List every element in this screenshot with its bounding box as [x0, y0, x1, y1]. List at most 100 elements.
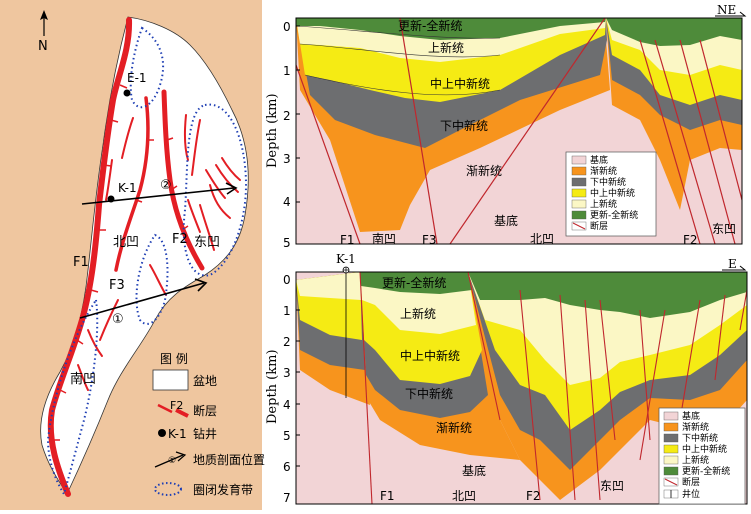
legend-label: 钻井 — [193, 426, 217, 441]
minor-fault — [105, 159, 113, 201]
legend-label: 更新-全新统 — [682, 465, 730, 477]
y-tick: 3 — [283, 152, 291, 166]
fault-line — [296, 64, 361, 244]
section-line-1 — [79, 282, 205, 319]
fault-line — [467, 272, 501, 421]
fault-label: F3 — [422, 233, 437, 247]
fault-line — [654, 39, 716, 244]
fault-line — [584, 299, 601, 501]
stratum-label: 更新-全新统 — [382, 275, 446, 290]
map-panel: E-1 K-1 ② ① 北凹 东凹 南凹 F1 F2 F3 N 图 例 盆地 — [0, 0, 265, 510]
y-tick: 2 — [283, 109, 291, 123]
y-tick: 1 — [283, 64, 291, 78]
section2-faults — [359, 272, 747, 504]
y-axis-label: Depth (km) — [265, 93, 280, 168]
fault-label: F1 — [73, 255, 89, 270]
legend-label: 圈闭发育带 — [193, 482, 253, 497]
stratum-label: 下中新统 — [440, 118, 488, 133]
legend-label: 地质剖面位置 — [193, 452, 265, 467]
y-tick: 2 — [283, 335, 291, 349]
stratum-label: 中上中新统 — [430, 76, 490, 91]
minor-fault — [215, 164, 239, 193]
stratum-label: 基底 — [462, 463, 486, 478]
legend-swatch-basin — [152, 369, 189, 391]
stratum-label: 下中新统 — [405, 386, 453, 401]
fault-f2 — [161, 89, 205, 271]
fault-label: F1 — [380, 489, 395, 503]
direction-label: E — [728, 257, 737, 271]
well-label: E-1 — [127, 71, 147, 85]
minor-fault — [121, 117, 134, 159]
fault-line — [639, 309, 666, 461]
y-tick: 3 — [283, 366, 291, 380]
y-axis-label: Depth (km) — [265, 349, 280, 424]
y-ticks: 0 1 2 3 4 5 6 7 — [283, 273, 291, 505]
well-icon — [107, 195, 115, 203]
legend-title: 图 例 — [160, 352, 188, 366]
fault-line — [399, 18, 438, 244]
fault-line — [739, 289, 747, 331]
legend-section-icon — [154, 451, 187, 468]
legend-tag: K-1 — [168, 427, 187, 441]
horizon-lines — [296, 25, 501, 96]
fault-line — [639, 39, 701, 244]
arrow-head-icon — [194, 278, 208, 292]
y-tick: 5 — [283, 429, 291, 443]
legend-label: 更新-全新统 — [590, 209, 638, 221]
region-label: 北凹 — [452, 489, 476, 503]
stratum-label: 上新统 — [428, 40, 464, 55]
legend-label: 渐新统 — [682, 421, 709, 433]
fault-label: F2 — [683, 233, 698, 247]
fault-line — [639, 309, 651, 441]
stratum-quaternary — [296, 18, 606, 40]
region-label: 南凹 — [70, 371, 96, 387]
stratum-label: 渐新统 — [466, 163, 502, 178]
y-tick: 4 — [283, 398, 291, 412]
tick-marks — [296, 25, 300, 203]
section1-frame — [295, 17, 743, 245]
map-legend: 图 例 盆地 F2 断层 K-1 钻井 ① 地质剖面位置 圈闭发育带 — [152, 352, 265, 497]
trap-zones — [46, 26, 248, 497]
minor-fault — [87, 329, 103, 357]
region-label: 北凹 — [113, 235, 139, 250]
legend-label: 井位 — [682, 488, 700, 500]
minor-fault — [99, 299, 119, 341]
minor-fault — [149, 264, 167, 296]
north-label: N — [38, 39, 48, 54]
legend-label: 断层 — [193, 403, 217, 418]
stratum-label: 上新统 — [400, 306, 436, 321]
legend-label: 下中新统 — [590, 176, 626, 188]
legend-well-icon — [158, 429, 166, 437]
section1-faults — [296, 18, 742, 244]
y-tick: 0 — [283, 20, 291, 34]
fault-label: F2 — [172, 232, 188, 247]
direction-arrow-icon — [722, 265, 747, 271]
section2-frame — [295, 271, 748, 505]
region-label: 南凹 — [372, 231, 396, 246]
region-label: 北凹 — [530, 232, 554, 246]
direction-arrow-icon — [715, 11, 747, 17]
region-label: 东凹 — [600, 479, 624, 493]
stratum-pliocene — [296, 272, 361, 300]
stratum-label: 中上中新统 — [400, 348, 460, 363]
stratum-quaternary — [468, 272, 747, 318]
minor-fault — [77, 364, 89, 391]
legend-label: 下中新统 — [682, 432, 718, 444]
well-label: K-1 — [336, 252, 356, 266]
y-tick: 7 — [283, 491, 291, 505]
region-label: 东凹 — [194, 235, 220, 250]
legend-label: 基底 — [682, 410, 700, 422]
legend-label: 基底 — [590, 154, 608, 166]
minor-fault — [209, 184, 231, 219]
fault-label: F2 — [526, 489, 541, 503]
arrow-head-icon — [225, 182, 238, 195]
legend-label: 上新统 — [682, 454, 709, 466]
legend-trap-icon — [154, 482, 182, 496]
fault-symbol-icon — [572, 222, 586, 230]
fault-label: F1 — [340, 233, 355, 247]
fault-line — [449, 18, 606, 244]
legend-label: 中上中新统 — [682, 443, 727, 455]
y-tick: 1 — [283, 304, 291, 318]
fault-line — [679, 39, 736, 244]
